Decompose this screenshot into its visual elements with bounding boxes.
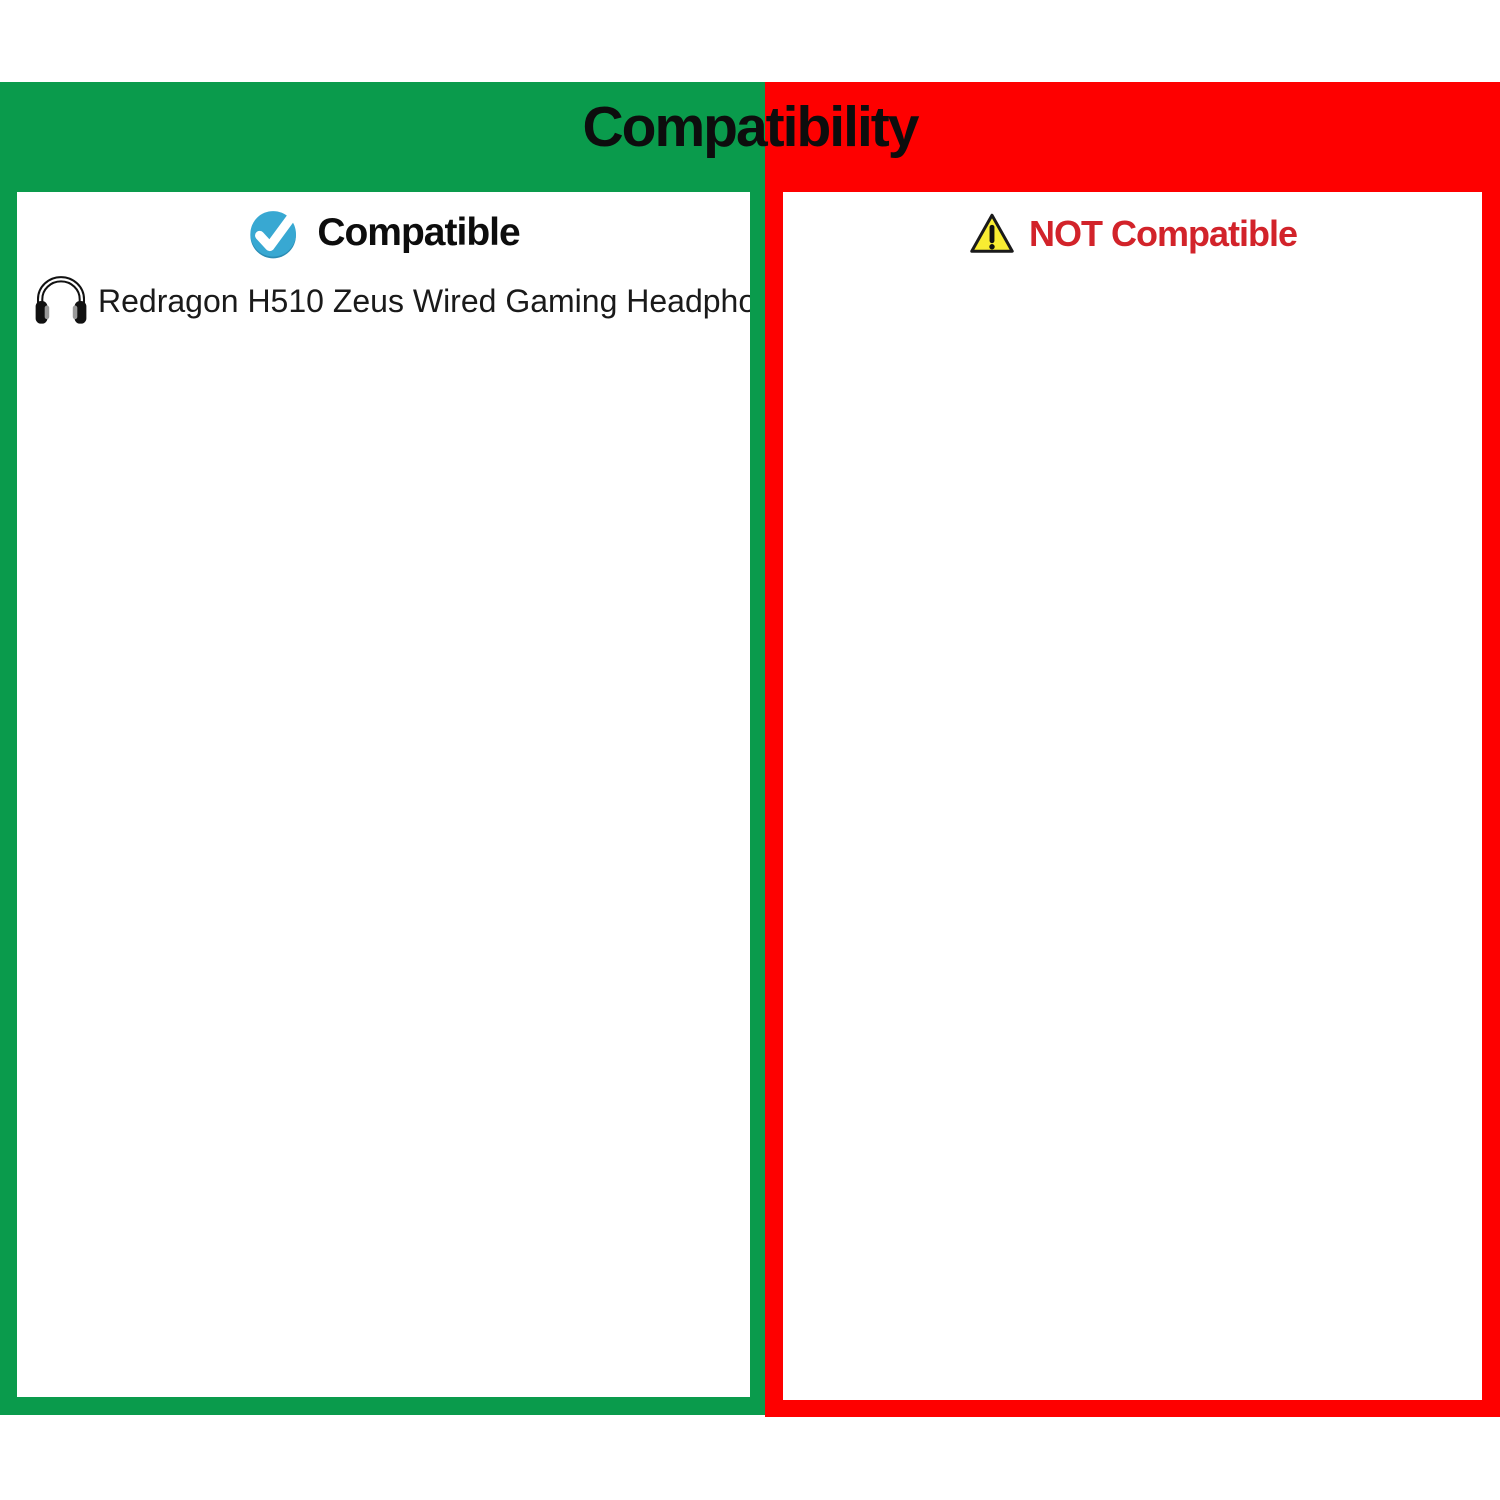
not-compatible-heading-row: NOT Compatible bbox=[783, 210, 1482, 258]
headphones-icon bbox=[32, 272, 90, 330]
compatible-box: Compatible Redragon H510 Zeus Wired Gami… bbox=[17, 192, 750, 1397]
not-compatible-heading: NOT Compatible bbox=[1028, 213, 1298, 254]
compatible-item-label: Redragon H510 Zeus Wired Gaming Headphon… bbox=[98, 282, 750, 319]
compatible-panel: Compatible Redragon H510 Zeus Wired Gami… bbox=[0, 82, 765, 1415]
compatible-heading: Compatible bbox=[317, 211, 520, 254]
not-compatible-panel: NOT Compatible bbox=[765, 82, 1500, 1417]
compatible-heading-row: Compatible bbox=[17, 206, 750, 260]
not-compatible-box: NOT Compatible bbox=[783, 192, 1482, 1400]
list-item: Redragon H510 Zeus Wired Gaming Headphon… bbox=[17, 272, 750, 330]
check-circle-icon bbox=[247, 206, 301, 260]
warning-triangle-icon bbox=[968, 210, 1016, 258]
